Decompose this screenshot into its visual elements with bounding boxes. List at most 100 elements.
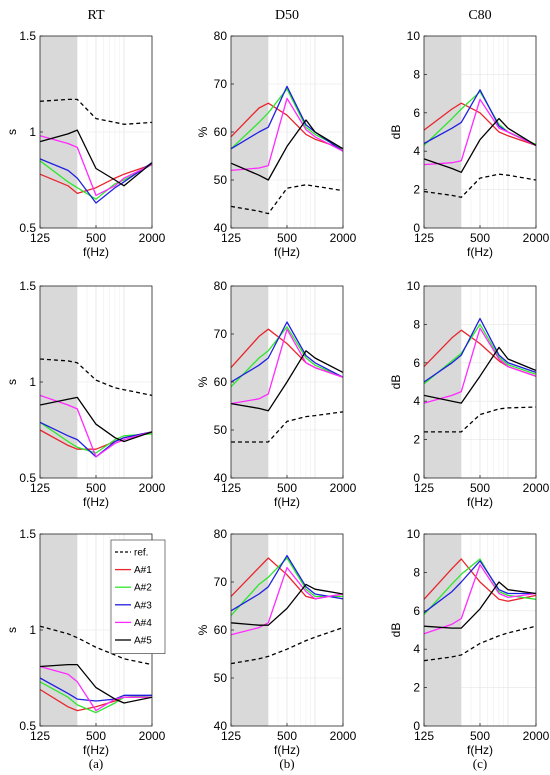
panel-d50-row-2: 40 50 60 70 80 125 500 2000 f(Hz)% (196, 279, 357, 509)
series-line-a-5 (230, 350, 344, 412)
series-line-a-3 (423, 560, 536, 614)
x-tick-label: 500 (86, 481, 106, 495)
y-axis-label: s (5, 627, 19, 633)
panel-label-b: (b) (279, 756, 294, 771)
series-line-a-2 (230, 557, 343, 617)
panel-d50-row-1: 40 50 60 70 80 125 500 2000 f(Hz)% (196, 29, 357, 259)
x-tick-label: 2000 (139, 481, 166, 495)
x-tick-label: 500 (277, 481, 297, 495)
x-tick-label: 2000 (139, 231, 166, 245)
y-tick-label: 0.5 (19, 719, 36, 733)
series-line-ref (39, 625, 153, 666)
y-tick-label: 40 (214, 719, 228, 733)
panel-label-a: (a) (89, 756, 103, 771)
y-tick-label: 10 (407, 527, 421, 541)
x-axis-label: f(Hz) (274, 743, 300, 757)
y-tick-label: 8 (413, 67, 420, 81)
shaded-low-frequency-region (424, 286, 462, 478)
y-tick-label: 1 (29, 125, 36, 139)
shaded-low-frequency-region (424, 534, 462, 726)
series-line-a-5 (39, 663, 153, 704)
series-line-a-4 (39, 665, 152, 712)
y-tick-label: 70 (214, 575, 228, 589)
series-line-ref (423, 625, 537, 662)
y-tick-label: 80 (214, 29, 228, 43)
panel-label-c: (c) (473, 756, 487, 771)
series-line-a-5 (423, 346, 537, 404)
y-axis-label: s (5, 129, 19, 135)
legend-label-a-3: A#3 (134, 600, 152, 611)
series-line-a-4 (230, 328, 344, 405)
x-tick-label: 2000 (330, 729, 357, 743)
x-axis-label: f(Hz) (274, 245, 300, 259)
x-axis-label: f(Hz) (467, 245, 493, 259)
y-tick-label: 80 (214, 279, 228, 293)
y-tick-label: 40 (214, 471, 228, 485)
x-tick-label: 500 (277, 729, 297, 743)
series-line-ref (39, 358, 153, 397)
series-line-a-2 (423, 323, 537, 385)
y-tick-label: 8 (413, 565, 420, 579)
x-tick-label: 125 (30, 729, 50, 743)
series-line-a-3 (230, 321, 344, 383)
x-tick-label: 2000 (139, 729, 166, 743)
y-tick-label: 6 (413, 106, 420, 120)
series-line-a-2 (230, 88, 344, 150)
y-tick-label: 50 (214, 423, 228, 437)
series-line-a-4 (39, 135, 153, 197)
panel-rt-row-2: 0.5 1 1.5 125 500 2000 f(Hz) s (5, 279, 166, 509)
y-tick-label: 10 (407, 279, 421, 293)
series-line-a-4 (230, 566, 344, 636)
x-axis-label: f(Hz) (83, 245, 109, 259)
series-line-a-4 (230, 97, 344, 172)
y-tick-label: 60 (214, 623, 228, 637)
y-tick-label: 1 (29, 375, 36, 389)
column-title-c80: C80 (468, 8, 491, 23)
column-title-d50: D50 (275, 8, 299, 23)
x-tick-label: 125 (221, 481, 241, 495)
x-axis-label: f(Hz) (467, 743, 493, 757)
series-line-a-5 (39, 129, 153, 187)
x-axis-label: f(Hz) (467, 495, 493, 509)
y-axis-label: dB (389, 623, 403, 638)
x-tick-label: 125 (221, 231, 241, 245)
series-line-a-1 (230, 102, 344, 150)
y-tick-label: 2 (413, 681, 420, 695)
y-tick-label: 6 (413, 604, 420, 618)
x-tick-label: 2000 (523, 481, 550, 495)
panel-c80-row-2: 0 2 4 6 8 10 125 500 2000 f(Hz) dB (389, 279, 550, 509)
y-axis-label: dB (389, 125, 403, 140)
series-line-ref (423, 173, 537, 198)
x-tick-label: 125 (414, 231, 434, 245)
series-line-ref (424, 406, 537, 433)
y-tick-label: 50 (214, 173, 228, 187)
series-line-a-5 (39, 396, 153, 443)
series-line-a-5 (423, 117, 537, 173)
y-tick-label: 1.5 (19, 29, 36, 43)
y-tick-label: 60 (214, 375, 228, 389)
legend-box (110, 539, 166, 654)
y-tick-label: 4 (413, 394, 420, 408)
shaded-low-frequency-region (424, 36, 462, 228)
panel-c80-row-3: 0 2 4 6 8 10 125 500 2000 f(Hz) dB (389, 527, 550, 757)
series-line-a-4 (423, 564, 537, 635)
y-tick-label: 6 (413, 356, 420, 370)
y-tick-label: 70 (214, 327, 228, 341)
y-tick-label: 4 (413, 642, 420, 656)
y-tick-label: 70 (214, 77, 228, 91)
x-tick-label: 125 (221, 729, 241, 743)
panel-c80-row-1: 0 2 4 6 8 10 125 500 2000 f(Hz) dB (389, 29, 550, 259)
series-line-a-3 (423, 317, 537, 383)
series-line-a-4 (39, 394, 153, 458)
shaded-low-frequency-region (40, 534, 78, 726)
y-tick-label: 1.5 (19, 527, 36, 541)
x-tick-label: 500 (277, 231, 297, 245)
column-title-rt: RT (87, 8, 104, 23)
series-line-a-4 (423, 98, 537, 166)
y-tick-label: 40 (214, 221, 228, 235)
x-axis-label: f(Hz) (83, 743, 109, 757)
legend-label-a-2: A#2 (134, 583, 152, 594)
y-tick-label: 80 (214, 527, 228, 541)
x-tick-label: 2000 (523, 729, 550, 743)
